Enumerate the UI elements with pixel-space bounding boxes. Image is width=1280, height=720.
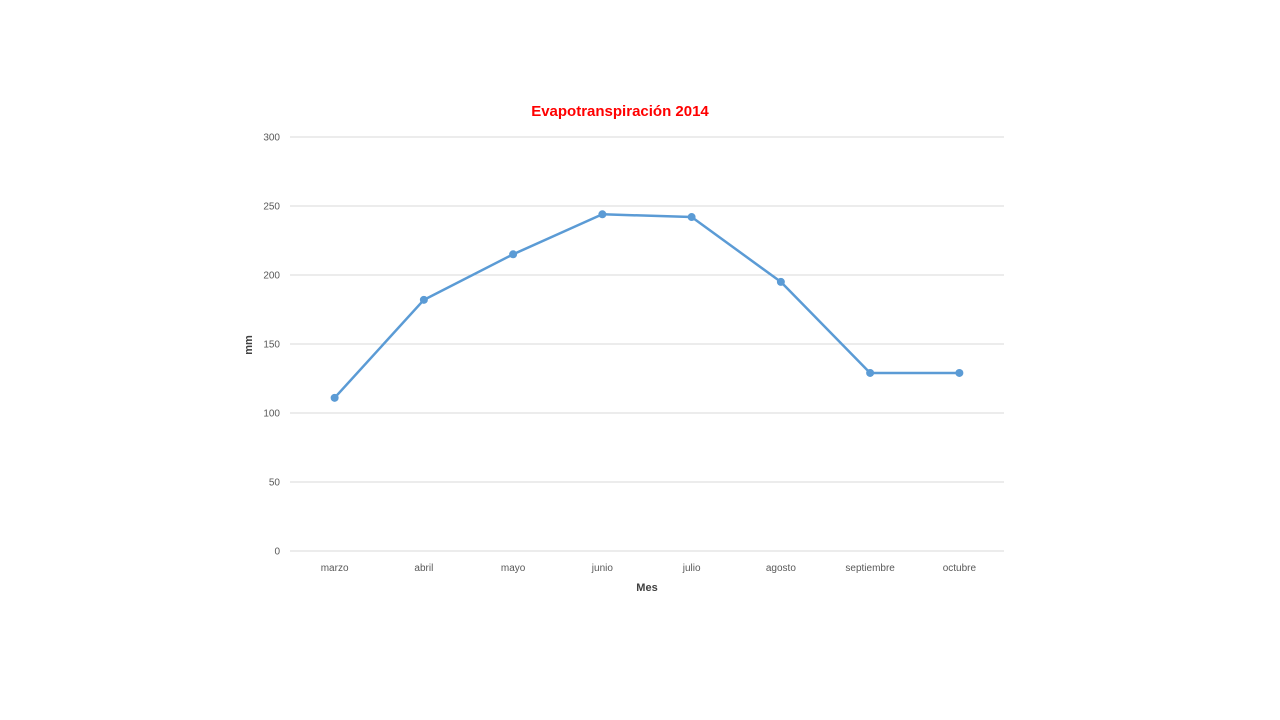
x-tick-label-julio: julio xyxy=(682,563,701,574)
data-point-julio xyxy=(687,213,696,222)
y-tick-label: 0 xyxy=(274,547,280,558)
y-tick-label: 300 xyxy=(263,133,280,144)
data-point-marzo xyxy=(330,393,339,402)
x-tick-labels: marzo abril mayo junio julio agosto septiembre… xyxy=(321,563,977,574)
data-point-septiembre xyxy=(866,368,875,377)
x-axis-title: Mes xyxy=(636,582,657,594)
series-line xyxy=(333,213,961,400)
x-tick-label-mayo: mayo xyxy=(501,563,526,574)
y-tick-label: 250 xyxy=(263,202,280,213)
x-tick-label-abril: abril xyxy=(414,563,433,574)
series-layer xyxy=(330,210,964,402)
y-tick-label: 50 xyxy=(269,478,281,489)
y-tick-label: 100 xyxy=(263,409,280,420)
x-tick-label-agosto: agosto xyxy=(766,563,796,574)
data-point-octubre xyxy=(955,368,964,377)
data-point-agosto xyxy=(776,277,785,286)
chart-title: Evapotranspiración 2014 xyxy=(531,103,709,120)
y-tick-label: 150 xyxy=(263,340,280,351)
x-tick-label-septiembre: septiembre xyxy=(845,563,895,574)
x-tick-label-marzo: marzo xyxy=(321,563,349,574)
data-point-mayo xyxy=(509,250,518,259)
y-tick-labels: 0 50 100 150 200 250 300 xyxy=(263,133,280,558)
x-tick-label-octubre: octubre xyxy=(943,563,977,574)
data-point-abril xyxy=(419,295,428,304)
gridlines xyxy=(290,136,1004,552)
x-tick-label-junio: junio xyxy=(591,563,614,574)
data-point-junio xyxy=(598,210,607,219)
y-tick-label: 200 xyxy=(263,271,280,282)
y-axis-title: mm xyxy=(243,335,255,355)
